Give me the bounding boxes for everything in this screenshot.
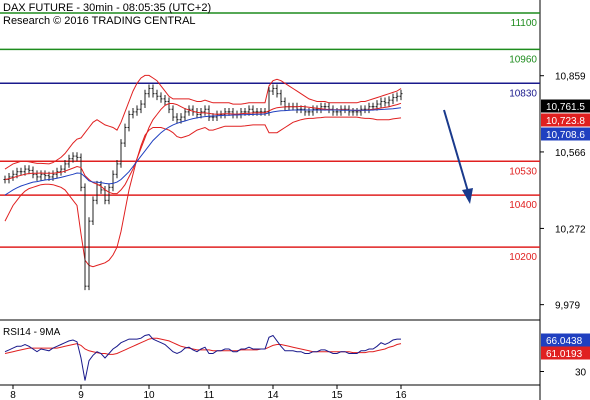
x-tick-label: 16 bbox=[395, 390, 407, 400]
y-tick-label: 10,566 bbox=[555, 148, 586, 159]
price-badge: 10,761.5 bbox=[546, 102, 585, 113]
rsi-panel-title: RSI14 - 9MA bbox=[3, 327, 61, 338]
level-label-11100: 11100 bbox=[511, 18, 538, 29]
price-badge-bg bbox=[541, 99, 590, 113]
bollinger-upper-line bbox=[4, 74, 402, 170]
rsi-ma-line bbox=[4, 337, 402, 355]
level-label-10960: 10960 bbox=[509, 54, 537, 65]
x-tick-label: 10 bbox=[143, 390, 155, 400]
bollinger-lower-line bbox=[4, 116, 402, 268]
x-tick-label: 15 bbox=[331, 390, 343, 400]
price-badge-bg bbox=[541, 113, 590, 127]
y-tick-label: 10,272 bbox=[555, 224, 586, 235]
level-label-10530: 10530 bbox=[509, 166, 537, 177]
price-badge: 10,708.6 bbox=[546, 130, 585, 141]
level-label-10400: 10400 bbox=[509, 200, 537, 211]
price-badge: 10,723.8 bbox=[546, 116, 585, 127]
forecast-arrowhead-icon bbox=[462, 188, 473, 204]
rsi-line bbox=[4, 334, 401, 381]
moving-average-blue-line bbox=[4, 107, 402, 196]
level-label-10830: 10830 bbox=[509, 88, 537, 99]
x-tick-label: 8 bbox=[10, 390, 16, 400]
rsi-badge: 66.0438 bbox=[546, 336, 583, 347]
header-line-1: DAX FUTURE - 30min - 08:05:35 (UTC+2) bbox=[3, 2, 211, 14]
y-tick-label: 10,859 bbox=[555, 72, 586, 83]
x-tick-label: 14 bbox=[267, 390, 279, 400]
rsi-y-tick-label: 30 bbox=[575, 368, 587, 379]
price-badge-bg bbox=[541, 127, 590, 141]
rsi-badge: 61.0193 bbox=[546, 349, 583, 360]
level-label-10200: 10200 bbox=[509, 252, 537, 263]
x-tick-label: 11 bbox=[204, 390, 215, 400]
y-tick-label: 9,979 bbox=[555, 301, 580, 312]
header-line-2: Research © 2016 TRADING CENTRAL bbox=[3, 15, 196, 27]
rsi-badge-bg bbox=[541, 333, 590, 347]
forecast-arrow-icon bbox=[443, 109, 470, 196]
rsi-badge-bg bbox=[541, 346, 590, 360]
x-tick-label: 9 bbox=[78, 390, 84, 400]
